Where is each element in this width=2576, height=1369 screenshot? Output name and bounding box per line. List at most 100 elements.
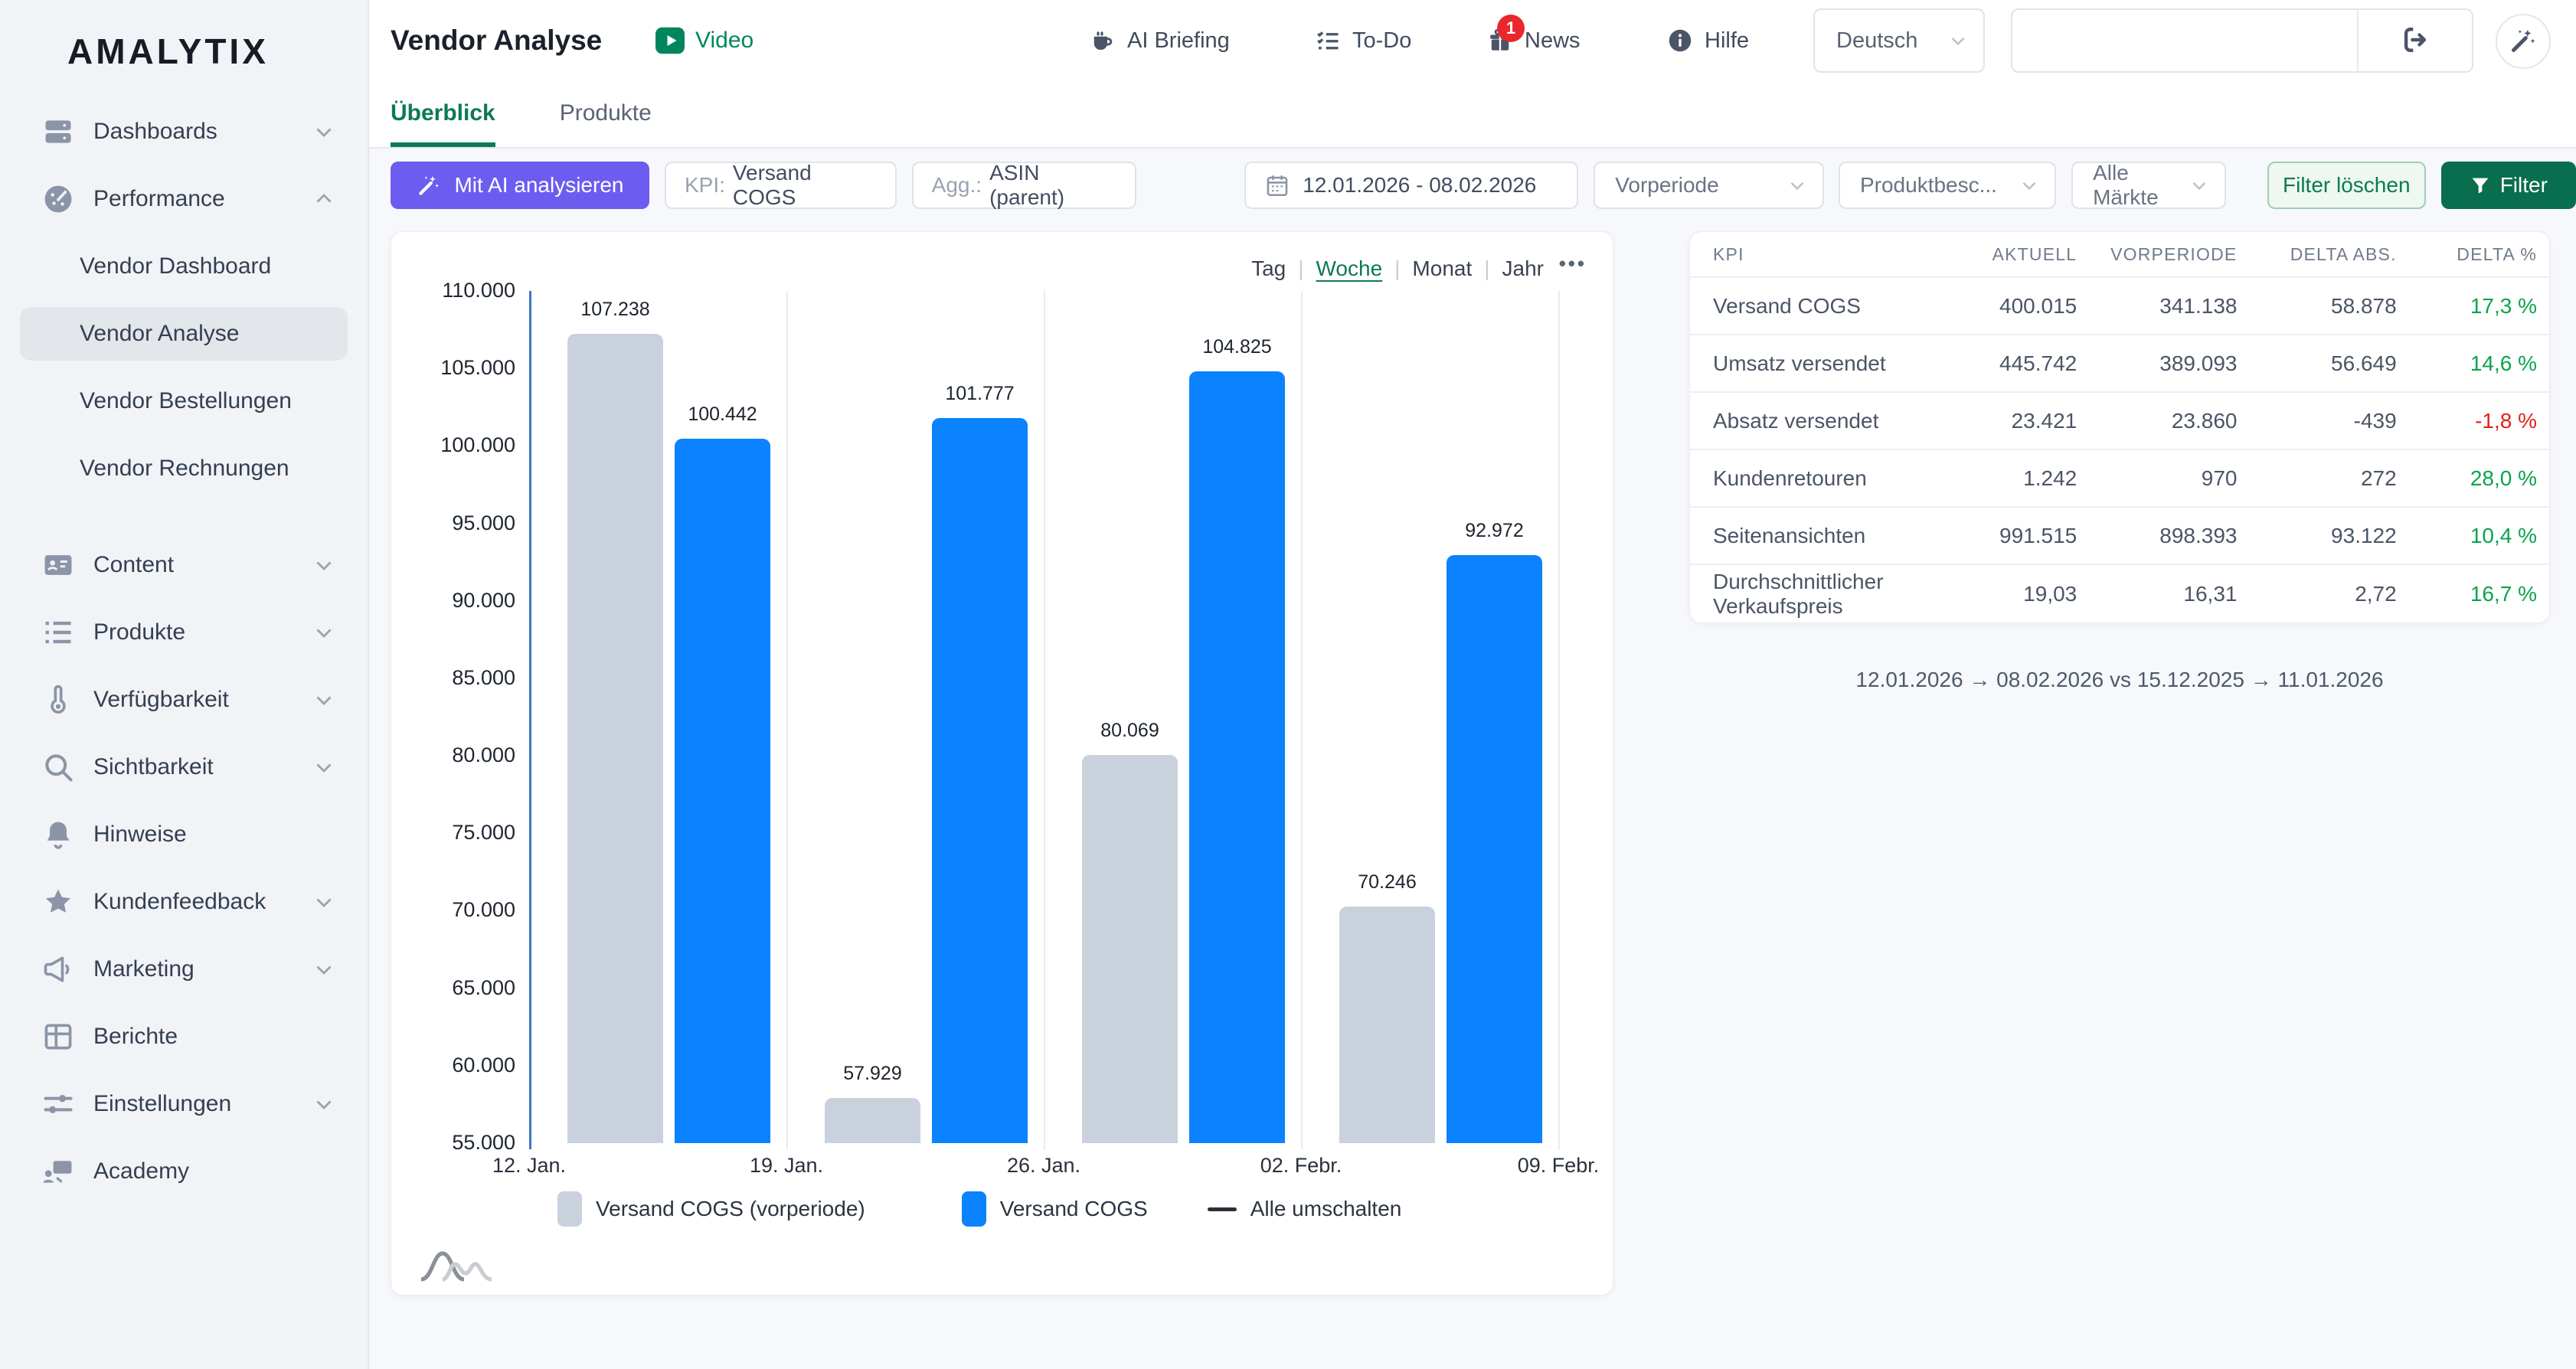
search-box [2011, 8, 2473, 73]
chart-menu-button[interactable]: ••• [1558, 252, 1587, 275]
y-axis-tick-label: 70.000 [452, 898, 515, 922]
bar-vorperiode[interactable] [825, 1097, 920, 1143]
search-submit-button[interactable] [2357, 10, 2472, 71]
search-input[interactable] [2012, 10, 2357, 71]
topnav-label: To-Do [1352, 28, 1412, 53]
sidebar-item-berichte[interactable]: Berichte [0, 1003, 368, 1070]
bar-aktuell[interactable] [675, 439, 770, 1143]
sidebar-item-vendor-bestellungen[interactable]: Vendor Bestellungen [0, 368, 368, 435]
sidebar-item-vendor-dashboard[interactable]: Vendor Dashboard [0, 233, 368, 300]
sichtbarkeit-icon [41, 750, 75, 784]
period-option-tag[interactable]: Tag [1251, 256, 1286, 280]
legend-item-versand-cogs[interactable]: Versand COGS [961, 1191, 1148, 1227]
bar-vorperiode[interactable] [567, 333, 663, 1143]
tab-ueberblick[interactable]: Überblick [391, 81, 495, 147]
chip-value: ASIN (parent) [989, 161, 1065, 209]
bar-aktuell[interactable] [1189, 371, 1285, 1143]
sidebar-item-marketing[interactable]: Marketing [0, 936, 368, 1003]
column-header: AKTUELL [1992, 243, 2077, 264]
kpi-filter-chip[interactable]: KPI: Versand COGS [664, 161, 897, 209]
delta-abs-value: 2,72 [2355, 581, 2397, 606]
clear-filters-button[interactable]: Filter löschen [2267, 162, 2426, 209]
legend-item-versand-cogs-vorperiode-[interactable]: Versand COGS (vorperiode) [557, 1191, 865, 1227]
sidebar-item-label: Hinweise [93, 822, 187, 847]
filter-button[interactable]: Filter [2440, 162, 2576, 209]
language-select[interactable]: Deutsch [1813, 8, 1985, 73]
video-link-label: Video [695, 28, 754, 53]
filter-button-label: Filter [2499, 173, 2548, 197]
vorperiode-value: 970 [2201, 466, 2238, 490]
chevron-down-icon [311, 552, 337, 578]
y-axis-tick-label: 110.000 [442, 279, 515, 302]
topnav-label: AI Briefing [1127, 28, 1230, 53]
sidebar-item-academy[interactable]: Academy [0, 1138, 368, 1205]
date-range-value: 12.01.2026 - 08.02.2026 [1303, 173, 1537, 197]
assistant-button[interactable] [2496, 14, 2551, 69]
sidebar-item-label: Vendor Rechnungen [80, 456, 289, 481]
sidebar-item-kundenfeedback[interactable]: Kundenfeedback [0, 868, 368, 936]
sidebar-item-dashboards[interactable]: Dashboards [0, 98, 368, 165]
content-area: Mit AI analysieren KPI: Versand COGS Agg… [369, 149, 2576, 1369]
sidebar-item-einstellungen[interactable]: Einstellungen [0, 1070, 368, 1138]
topnav-hilfe[interactable]: Hilfe [1666, 27, 1749, 54]
period-option-jahr[interactable]: Jahr [1502, 256, 1544, 280]
sidebar-item-content[interactable]: Content [0, 531, 368, 599]
y-axis-tick-label: 90.000 [452, 588, 515, 612]
select-value: Produktbesc... [1859, 173, 1997, 197]
bar-vorperiode[interactable] [1082, 754, 1178, 1143]
aktuell-value: 1.242 [2023, 466, 2077, 490]
aktuell-value: 23.421 [2011, 408, 2077, 433]
topnav-ai-briefing[interactable]: AI Briefing [1089, 27, 1230, 54]
app-logo[interactable]: AMALYTIX [67, 31, 269, 71]
x-axis-tick-label: 19. Jan. [749, 1154, 824, 1177]
tab-produkte[interactable]: Produkte [559, 100, 652, 126]
sidebar-item-verfuegbarkeit[interactable]: Verfügbarkeit [0, 666, 368, 734]
sidebar-item-performance[interactable]: Performance [0, 165, 368, 233]
checklist-icon [1314, 27, 1342, 54]
period-option-monat[interactable]: Monat [1412, 256, 1473, 280]
aktuell-value: 991.515 [1999, 523, 2077, 547]
sidebar-item-label: Berichte [93, 1024, 178, 1049]
delta-abs-value: 272 [2360, 466, 2397, 490]
delta-pct-value: 16,7 % [2470, 581, 2537, 606]
sidebar-item-vendor-rechnungen[interactable]: Vendor Rechnungen [0, 435, 368, 502]
legend-swatch-icon [961, 1191, 986, 1227]
coffee-cup-icon [1089, 27, 1116, 54]
chart-legend: Versand COGS (vorperiode) Versand COGS All… [557, 1191, 1401, 1227]
produktbeschreibung-select[interactable]: Produktbesc... [1838, 162, 2057, 209]
topnav-news[interactable]: 1 News [1486, 15, 1581, 54]
separator: | [1298, 256, 1304, 280]
sidebar-item-hinweise[interactable]: Hinweise [0, 801, 368, 868]
maerkte-select[interactable]: Alle Märkte [2071, 161, 2226, 209]
bar-aktuell[interactable] [932, 418, 1028, 1143]
date-range-picker[interactable]: 12.01.2026 - 08.02.2026 [1244, 162, 1579, 209]
column-header: DELTA % [2457, 243, 2537, 264]
analyze-with-ai-button[interactable]: Mit AI analysieren [391, 162, 649, 209]
kpi-table-row: Durchschnittlicher Verkaufspreis 19,03 16,… [1690, 565, 2549, 622]
sidebar-item-produkte[interactable]: Produkte [0, 599, 368, 666]
sidebar-item-sichtbarkeit[interactable]: Sichtbarkeit [0, 734, 368, 801]
bar-value-label: 100.442 [688, 404, 757, 426]
sidebar-item-label: Vendor Dashboard [80, 253, 272, 279]
kpi-name: Kundenretouren [1713, 466, 1867, 490]
gift-icon: 1 [1486, 15, 1525, 54]
kpi-panel: KPI AKTUELL VORPERIODE DELTA ABS. DELTA % Ver… [1689, 231, 2550, 1295]
y-axis-tick-label: 60.000 [452, 1053, 515, 1077]
kpi-table-row: Versand COGS 400.015 341.138 58.878 17,3 % [1690, 278, 2549, 335]
legend-item-alle-umschalten[interactable]: Alle umschalten [1207, 1197, 1401, 1221]
cards-row: Tag | Woche | Monat | Jahr ••• 110.000 105.000 1… [391, 231, 2576, 1295]
period-option-woche[interactable]: Woche [1316, 256, 1383, 280]
legend-dash-icon [1207, 1207, 1237, 1211]
aggregation-filter-chip[interactable]: Agg.: ASIN (parent) [911, 161, 1137, 209]
kpi-name: Seitenansichten [1713, 523, 1866, 547]
kpi-name: Umsatz versendet [1713, 351, 1886, 375]
video-link[interactable]: Video [654, 26, 754, 55]
topnav-todo[interactable]: To-Do [1314, 27, 1411, 54]
bar-chart: 110.000 105.000 100.000 95.000 90.000 85.000 8… [391, 232, 1613, 1295]
bar-aktuell[interactable] [1447, 554, 1542, 1143]
bar-vorperiode[interactable] [1339, 907, 1435, 1143]
vorperiode-select[interactable]: Vorperiode [1594, 162, 1824, 209]
calendar-icon [1267, 175, 1288, 197]
sidebar-item-label: Marketing [93, 956, 195, 982]
sidebar-item-vendor-analyse[interactable]: Vendor Analyse [20, 307, 348, 361]
